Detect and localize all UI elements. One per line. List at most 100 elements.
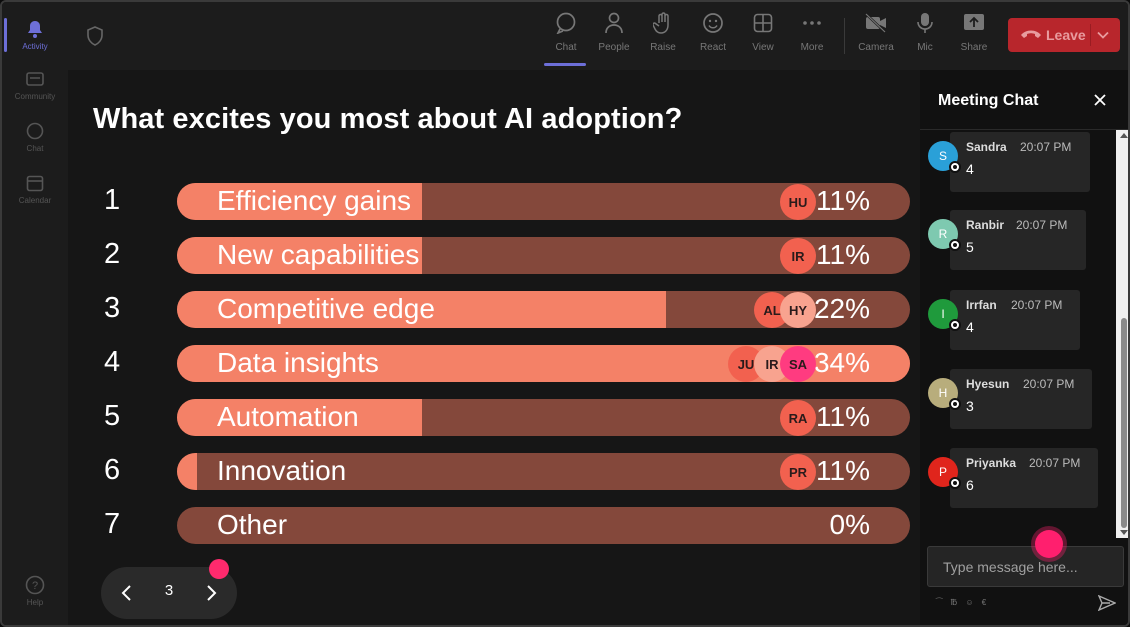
option-bar-fill [177, 453, 197, 490]
chat-messages: Sandra 20:07 PM 4 S Ranbir 20:07 PM 5 R Irrfan 20… [920, 130, 1116, 538]
people-icon [602, 10, 626, 36]
message-time: 20:07 PM [1029, 456, 1081, 470]
grid-icon [751, 10, 775, 36]
option-bar-fill [177, 183, 422, 220]
option-percent: 11% [816, 239, 870, 270]
chat-message: Irrfan 20:07 PM 4 [950, 290, 1080, 350]
option-number: 5 [104, 400, 121, 432]
poll-option-row: 1 Efficiency gains 11% HU [68, 183, 920, 220]
close-icon[interactable] [1092, 92, 1108, 108]
avatar: S [928, 141, 961, 173]
status-indicator [949, 477, 961, 489]
option-number: 6 [104, 454, 121, 486]
toolbar-label: Raise [650, 42, 676, 53]
option-number: 7 [104, 508, 121, 540]
message-text: 3 [966, 398, 974, 414]
option-label: Other [217, 509, 288, 540]
message-author: Hyesun [966, 377, 1010, 391]
toolbar-react-button[interactable]: React [689, 10, 737, 64]
toolbar-label: More [800, 42, 824, 53]
option-percent: 22% [813, 293, 870, 324]
option-percent: 11% [816, 455, 870, 486]
option-bar: Other 0% [177, 507, 910, 544]
toolbar-people-button[interactable]: People [590, 10, 638, 64]
rail-label: Calendar [18, 196, 52, 205]
toolbar-view-button[interactable]: View [739, 10, 787, 64]
share-icon [962, 10, 986, 36]
avatar: P [928, 457, 961, 489]
help-icon: ? [25, 575, 45, 595]
rail-label: Help [26, 598, 44, 607]
rail-item-chat[interactable]: Chat [2, 110, 68, 164]
option-percent: 34% [813, 347, 870, 378]
voter-avatar: HU [780, 184, 816, 220]
option-bar: Data insights 34% JU IR SA [177, 345, 910, 382]
rail-item-activity[interactable]: Activity [2, 8, 68, 62]
leave-label: Leave [1046, 27, 1086, 43]
option-number: 1 [104, 184, 121, 216]
scroll-thumb[interactable] [1121, 318, 1127, 528]
toolbar-more-button[interactable]: More [788, 10, 836, 64]
voter-avatar: HY [780, 292, 816, 328]
page-number: 3 [164, 582, 174, 599]
meeting-chat-panel: Meeting Chat Sandra 20:07 PM 4 S Ranbir 20:07… [920, 70, 1128, 625]
option-bar-fill [177, 291, 666, 328]
chat-message: Priyanka 20:07 PM 6 [950, 448, 1098, 508]
status-indicator [949, 319, 961, 331]
poll-option-row: 2 New capabilities 11% IR [68, 237, 920, 274]
voter-avatar: RA [780, 400, 816, 436]
chevron-right-icon[interactable] [201, 581, 221, 605]
status-indicator [949, 161, 961, 173]
more-icon [800, 10, 824, 36]
message-time: 20:07 PM [1023, 377, 1075, 391]
rail-item-calendar[interactable]: Calendar [2, 162, 68, 216]
toolbar-label: People [598, 42, 630, 53]
toolbar-chat-button[interactable]: Chat [542, 10, 590, 66]
toolbar-raise-button[interactable]: Raise [639, 10, 687, 64]
chevron-down-icon[interactable] [1096, 28, 1110, 42]
scroll-down-arrow[interactable] [1120, 530, 1128, 535]
message-text: 4 [966, 161, 974, 177]
voter-avatar: SA [780, 346, 816, 382]
smile-icon [701, 10, 725, 36]
chevron-left-icon[interactable] [117, 581, 137, 605]
status-indicator [949, 239, 961, 251]
message-author: Irrfan [966, 298, 997, 312]
chat-icon [25, 121, 45, 141]
avatar: R [928, 219, 961, 251]
message-time: 20:07 PM [1011, 298, 1063, 312]
poll-question: What excites you most about AI adoption? [93, 103, 683, 135]
toolbar-share-button[interactable]: Share [950, 10, 998, 64]
option-number: 3 [104, 292, 121, 324]
status-indicator [949, 398, 961, 410]
cursor-highlight [1035, 530, 1063, 558]
chat-message: Sandra 20:07 PM 4 [950, 132, 1090, 192]
poll-option-row: 4 Data insights 34% JU IR SA [68, 345, 920, 382]
toolbar-camera-button[interactable]: Camera [852, 10, 900, 64]
message-author: Sandra [966, 140, 1007, 154]
rail-item-help[interactable]: ? Help [2, 564, 68, 618]
rail-item-community[interactable]: Community [2, 58, 68, 112]
option-bar-fill [177, 399, 422, 436]
option-bar: New capabilities 11% IR [177, 237, 910, 274]
message-text: 5 [966, 239, 974, 255]
avatar-initial: I [941, 307, 945, 321]
option-label: Innovation [217, 455, 347, 486]
leave-divider [1090, 24, 1091, 46]
chat-scrollbar[interactable] [1116, 130, 1128, 538]
chat-message-input[interactable] [927, 546, 1124, 587]
chat-message: Hyesun 20:07 PM 3 [950, 369, 1092, 429]
option-label: Competitive edge [217, 293, 435, 324]
avatar-initial: P [938, 465, 947, 479]
scroll-up-arrow[interactable] [1120, 133, 1128, 138]
toolbar-mic-button[interactable]: Mic [901, 10, 949, 64]
format-toolbar[interactable]: ⁀ ℔ ☺ € [936, 598, 990, 607]
message-author: Ranbir [966, 218, 1005, 232]
community-icon [25, 69, 45, 89]
leave-button[interactable]: Leave [1008, 18, 1120, 52]
notification-dot [209, 559, 229, 579]
send-icon[interactable] [1097, 594, 1117, 612]
toolbar-divider [844, 18, 845, 54]
option-bar: Innovation 11% PR [177, 453, 910, 490]
